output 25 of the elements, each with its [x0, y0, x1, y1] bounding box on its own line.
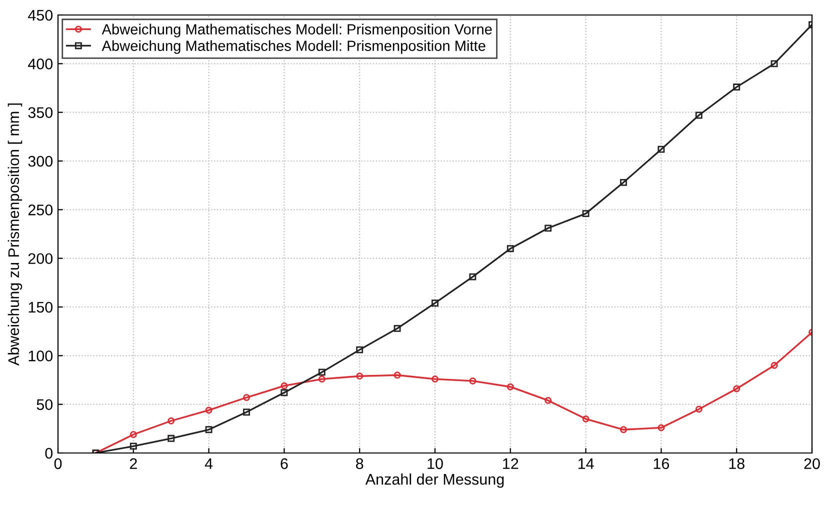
y-tick-label: 250 — [28, 204, 53, 216]
x-tick-label: 12 — [503, 458, 518, 469]
x-tick-label: 8 — [356, 458, 364, 470]
y-tick-label: 400 — [28, 58, 53, 70]
x-tick-label: 6 — [280, 458, 288, 470]
y-tick-label: 0 — [45, 448, 53, 459]
y-axis-title: Abweichung zu Prismenposition [ mm ] — [8, 103, 22, 366]
x-tick-label: 0 — [54, 458, 62, 470]
x-tick-label: 18 — [729, 458, 744, 470]
y-tick-label: 350 — [28, 107, 53, 118]
y-tick-label: 150 — [28, 302, 53, 313]
legend-label: Abweichung Mathematisches Modell: Prismenposition Mitte — [102, 40, 486, 54]
x-tick-label: 10 — [428, 458, 443, 470]
y-tick-label: 450 — [28, 10, 53, 21]
x-axis-title: Anzahl der Messung — [365, 473, 504, 488]
legend-label: Abweichung Mathematisches Modell: Prismenposition Vorne — [102, 24, 492, 38]
x-tick-label: 16 — [654, 458, 670, 470]
x-tick-label: 4 — [204, 458, 213, 469]
y-tick-label: 300 — [28, 156, 53, 167]
y-tick-label: 100 — [28, 350, 53, 362]
y-tick-label: 50 — [36, 399, 53, 410]
x-tick-label: 14 — [578, 458, 594, 469]
x-tick-label: 2 — [130, 458, 137, 469]
x-tick-label: 20 — [804, 458, 820, 470]
y-tick-label: 200 — [28, 253, 53, 264]
